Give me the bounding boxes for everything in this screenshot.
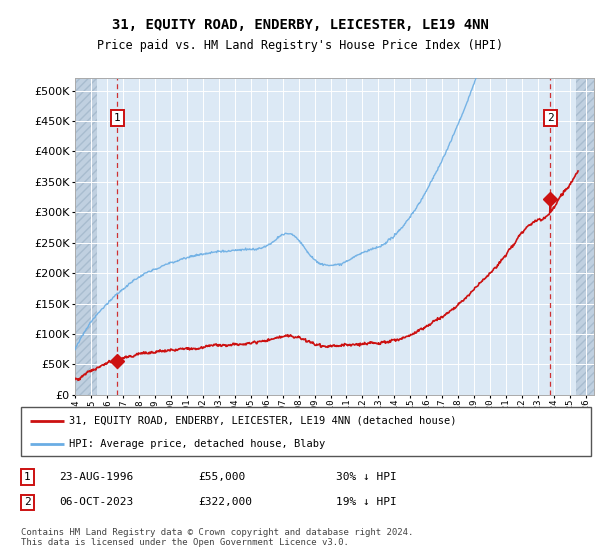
Text: 19% ↓ HPI: 19% ↓ HPI [336,497,397,507]
Text: Contains HM Land Registry data © Crown copyright and database right 2024.
This d: Contains HM Land Registry data © Crown c… [21,528,413,548]
Text: HPI: Average price, detached house, Blaby: HPI: Average price, detached house, Blab… [70,439,326,449]
FancyBboxPatch shape [21,407,591,456]
Text: 31, EQUITY ROAD, ENDERBY, LEICESTER, LE19 4NN: 31, EQUITY ROAD, ENDERBY, LEICESTER, LE1… [112,18,488,32]
Text: £55,000: £55,000 [198,472,245,482]
Text: 1: 1 [24,472,31,482]
Text: 2: 2 [547,113,554,123]
Text: 31, EQUITY ROAD, ENDERBY, LEICESTER, LE19 4NN (detached house): 31, EQUITY ROAD, ENDERBY, LEICESTER, LE1… [70,416,457,426]
Text: 2: 2 [24,497,31,507]
Text: 1: 1 [114,113,121,123]
Text: 06-OCT-2023: 06-OCT-2023 [59,497,133,507]
Text: 23-AUG-1996: 23-AUG-1996 [59,472,133,482]
Text: £322,000: £322,000 [198,497,252,507]
Text: Price paid vs. HM Land Registry's House Price Index (HPI): Price paid vs. HM Land Registry's House … [97,39,503,52]
Text: 30% ↓ HPI: 30% ↓ HPI [336,472,397,482]
